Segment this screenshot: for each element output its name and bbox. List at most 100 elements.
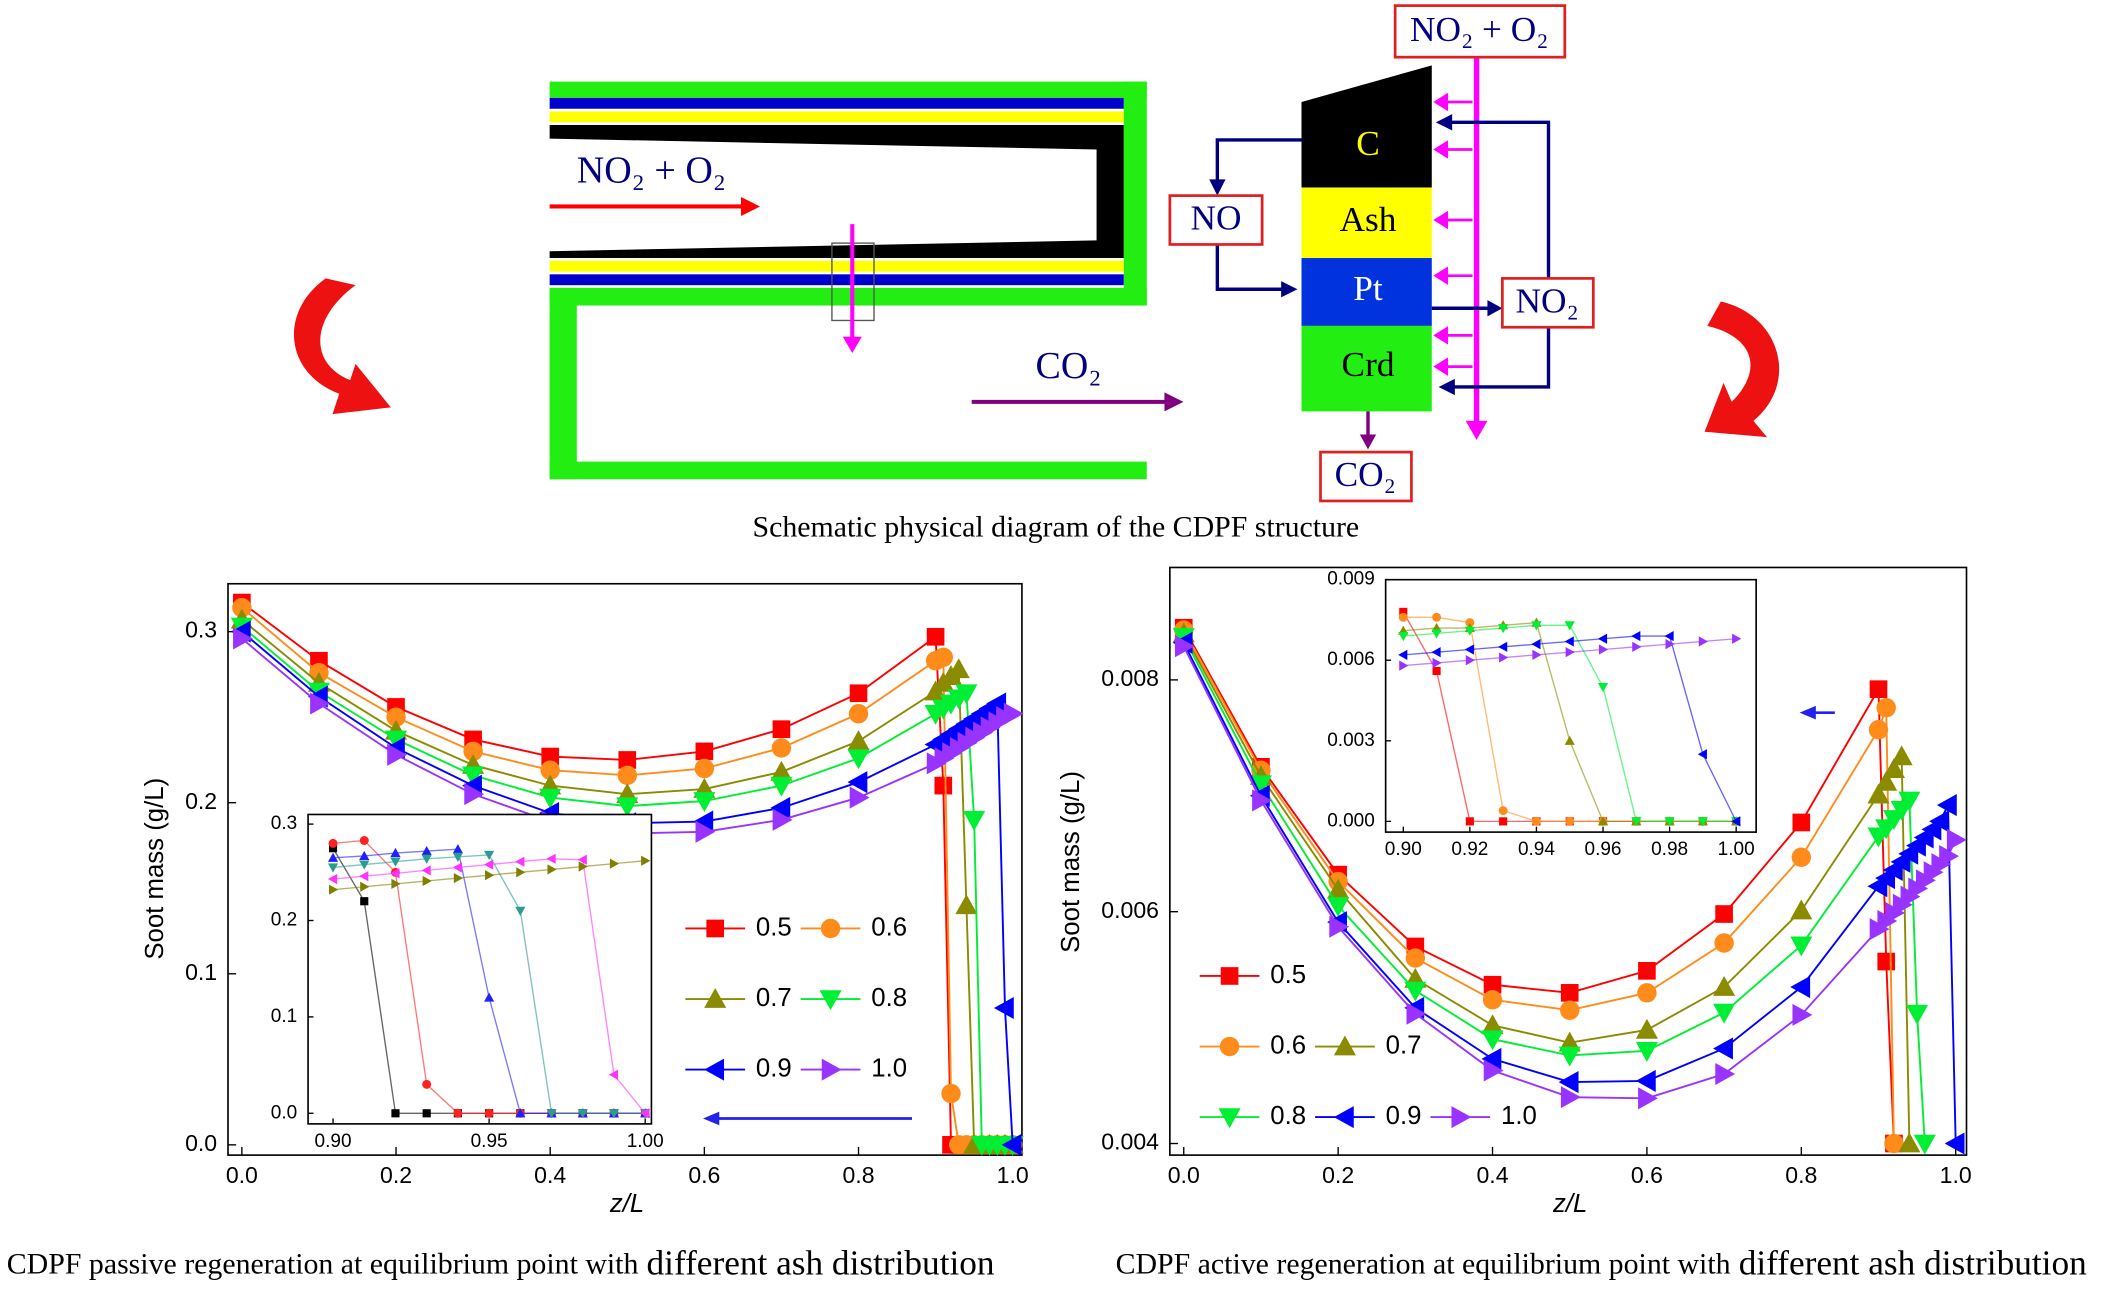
marker [547,864,557,875]
marker [1790,899,1813,920]
marker [327,852,339,862]
marker [390,857,401,867]
y-tick-label: 0.0 [271,1102,297,1123]
marker [1637,983,1657,1003]
marker [516,867,526,878]
marker [993,996,1014,1020]
no-label: NO [1191,198,1242,237]
x-tick-label: 0.90 [315,1131,352,1152]
marker [1464,626,1475,636]
marker [578,861,588,872]
y-tick-label: 0.2 [185,788,217,814]
marker [1898,791,1921,812]
caption-part: CDPF passive regeneration at equilibrium… [7,1247,639,1280]
marker [1876,698,1896,718]
marker [421,865,431,876]
marker [1481,1047,1502,1070]
x-tick-label: 1.0 [997,1162,1029,1188]
marker [772,720,791,738]
marker [1635,1069,1656,1092]
marker [1565,816,1575,826]
marker [1665,639,1675,650]
caption-part: CDPF active regeneration at equilibrium … [1116,1247,1731,1280]
marker [452,862,462,873]
marker [771,738,792,758]
marker [1560,1086,1581,1109]
marker [609,858,620,869]
legend-label: 0.7 [756,984,792,1012]
y-tick-label: 0.1 [185,959,217,985]
y-axis-label: Soot mass (g/L) [141,778,169,960]
marker [422,875,432,887]
marker [464,783,485,806]
x-tick-label: 0.6 [1631,1162,1663,1188]
marker [770,760,793,781]
marker [359,850,370,860]
x-tick-label: 0.92 [1451,839,1488,860]
marker [1399,607,1408,616]
curved-arrow [1704,301,1780,438]
marker [1174,635,1195,658]
marker [1929,810,1950,833]
marker [1333,1106,1354,1129]
marker [1638,1087,1658,1110]
marker [484,859,494,870]
marker [1869,680,1888,698]
marker [1564,735,1575,745]
x-tick-label: 0.8 [1785,1162,1817,1188]
marker [947,658,970,679]
marker [541,747,560,766]
marker [847,771,868,794]
marker [770,796,791,819]
marker [1635,1041,1658,1062]
marker [1890,745,1913,766]
marker [577,1109,588,1119]
marker [359,836,369,845]
marker [1560,984,1579,1002]
marker [1597,816,1609,826]
x-tick-label: 0.8 [842,1162,874,1188]
x-tick-label: 0.2 [1322,1162,1354,1188]
marker [849,684,868,703]
marker [706,919,725,938]
marker [1697,749,1707,760]
layer-label: C [1356,124,1380,163]
marker [1483,1059,1504,1082]
marker [1884,1133,1904,1154]
chart-caption: CDPF active regeneration at equilibrium … [1116,1243,2088,1282]
marker [546,853,556,864]
marker [1219,1036,1240,1057]
y-tick-label: 0.008 [1101,665,1159,691]
marker [693,792,716,813]
marker [540,760,560,780]
marker [421,854,432,864]
marker [1713,976,1736,996]
inset-chart: 0.90 0.95 1.00 0.0 0.1 0.2 0.3 [271,813,664,1152]
marker [546,1109,557,1119]
marker [1001,1133,1022,1156]
marker [1405,948,1426,968]
marker [1532,649,1542,660]
caption-emphasis: different ash distribution [1739,1243,2087,1282]
marker [485,870,495,881]
marker [926,627,945,646]
y-tick-label: 0.2 [271,910,297,931]
marker [484,1108,494,1118]
marker [453,1108,463,1118]
marker [1218,1108,1241,1129]
marker [390,847,401,858]
y-tick-label: 0.0 [185,1130,217,1156]
marker [640,1108,650,1119]
x-tick-label: 0.94 [1518,839,1555,860]
y-tick-label: 0.004 [1101,1129,1159,1155]
marker [1398,612,1408,622]
inset-chart: 0.90 0.92 0.94 0.96 0.98 1.00 0.000 0.003 0.006 0… [1327,569,1757,860]
marker [359,871,369,882]
marker [1790,936,1813,957]
marker [1597,683,1609,693]
zoom-arrow-head [703,1111,720,1126]
marker [1406,1002,1427,1025]
marker [694,758,715,779]
marker [933,647,954,668]
marker [515,856,525,867]
